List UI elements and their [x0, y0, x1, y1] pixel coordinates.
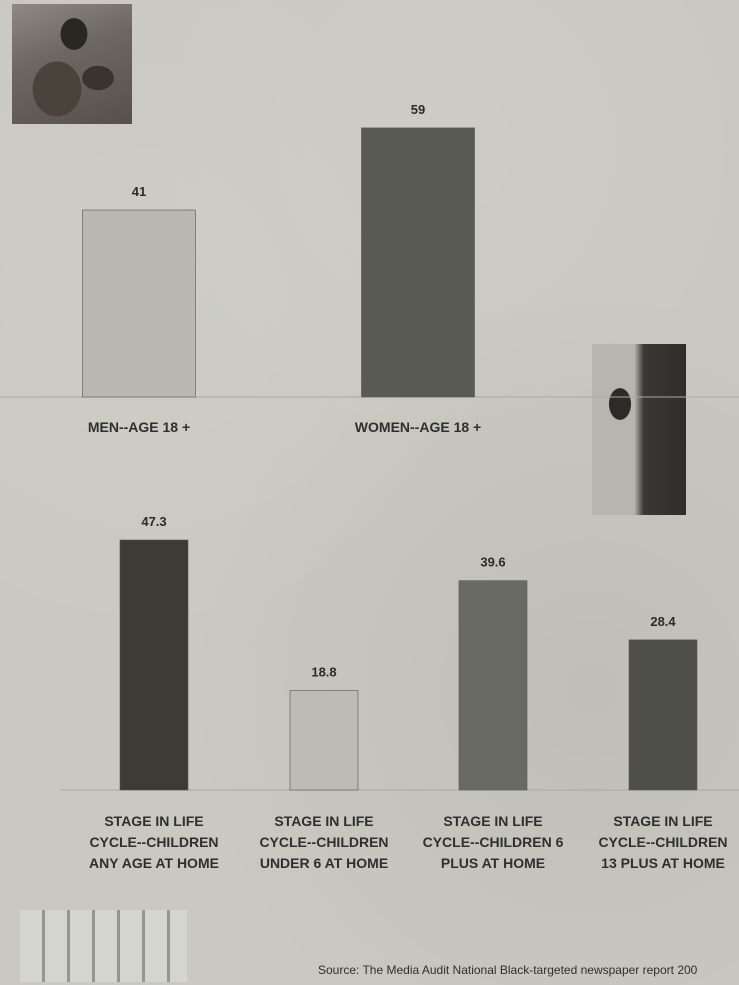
category-label-1-0-2: ANY AGE AT HOME — [89, 855, 219, 871]
category-label-1-2-2: PLUS AT HOME — [441, 855, 545, 871]
bar-0-0 — [82, 209, 196, 398]
category-label-1-1-1: CYCLE--CHILDREN — [259, 834, 388, 850]
data-label-0-0: 41 — [132, 184, 146, 199]
bar-1-1 — [289, 690, 359, 791]
data-label-1-1: 18.8 — [311, 665, 336, 680]
source-note: Source: The Media Audit National Black-t… — [318, 963, 698, 977]
newspaper-photo-bottom — [20, 910, 187, 982]
category-label-1-2-0: STAGE IN LIFE — [443, 813, 542, 829]
bar-0-1 — [361, 127, 475, 398]
category-label-1-1-0: STAGE IN LIFE — [274, 813, 373, 829]
category-label-1-0-0: STAGE IN LIFE — [104, 813, 203, 829]
category-label-1-3-1: CYCLE--CHILDREN — [598, 834, 727, 850]
bar-1-2 — [458, 580, 528, 791]
category-label-1-0-1: CYCLE--CHILDREN — [89, 834, 218, 850]
category-label-0-0-0: MEN--AGE 18 + — [88, 419, 190, 435]
category-label-1-3-0: STAGE IN LIFE — [613, 813, 712, 829]
data-label-1-3: 28.4 — [650, 614, 676, 629]
category-label-1-3-2: 13 PLUS AT HOME — [601, 855, 725, 871]
photo-right — [592, 344, 686, 515]
family-photo-top — [12, 4, 132, 124]
data-label-1-0: 47.3 — [141, 514, 166, 529]
data-label-0-1: 59 — [411, 102, 425, 117]
data-label-1-2: 39.6 — [480, 555, 505, 570]
category-label-0-1-0: WOMEN--AGE 18 + — [355, 419, 481, 435]
bar-1-0 — [119, 539, 189, 791]
bar-1-3 — [628, 639, 698, 791]
category-label-1-1-2: UNDER 6 AT HOME — [260, 855, 388, 871]
category-label-1-2-1: CYCLE--CHILDREN 6 — [423, 834, 564, 850]
